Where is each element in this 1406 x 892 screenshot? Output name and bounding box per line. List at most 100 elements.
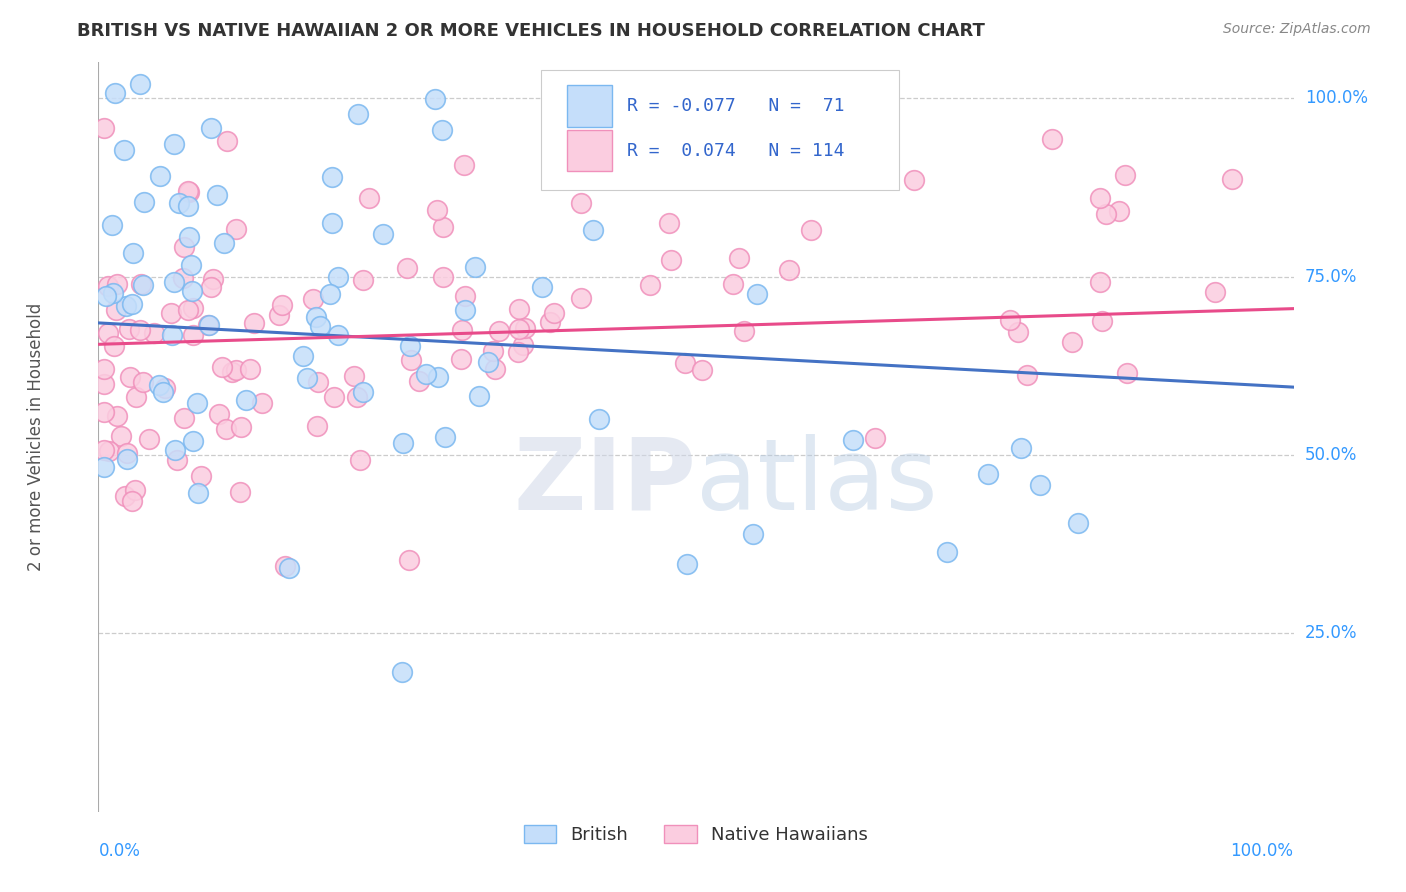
Point <box>115 452 138 467</box>
Point <box>454 303 477 318</box>
Point <box>432 269 454 284</box>
Point <box>423 92 446 106</box>
Text: 75.0%: 75.0% <box>1305 268 1357 285</box>
Point <box>305 419 328 434</box>
Point <box>733 324 755 338</box>
Point <box>163 442 186 457</box>
Point <box>97 279 120 293</box>
Point <box>101 285 124 300</box>
Point <box>101 218 124 232</box>
Point <box>467 389 489 403</box>
Point <box>131 277 153 291</box>
Point <box>1029 477 1052 491</box>
Point <box>747 286 769 301</box>
Text: 2 or more Vehicles in Household: 2 or more Vehicles in Household <box>27 303 45 571</box>
Point <box>270 297 292 311</box>
Point <box>454 289 477 303</box>
Point <box>93 443 115 458</box>
Point <box>482 343 505 358</box>
Point <box>215 421 238 435</box>
Point <box>277 561 299 575</box>
Point <box>538 315 561 329</box>
Point <box>430 123 453 137</box>
Point <box>208 407 231 421</box>
Point <box>221 365 243 379</box>
Point <box>800 223 823 237</box>
Point <box>250 396 273 410</box>
Point <box>778 263 800 277</box>
Point <box>484 361 506 376</box>
Point <box>181 301 204 315</box>
Point <box>427 370 450 384</box>
Point <box>172 271 194 285</box>
Point <box>1108 203 1130 218</box>
Point <box>513 321 536 335</box>
Point <box>508 345 530 359</box>
Text: 100.0%: 100.0% <box>1305 89 1368 107</box>
Point <box>319 286 342 301</box>
Point <box>659 253 682 268</box>
Point <box>207 188 229 202</box>
Point <box>200 280 222 294</box>
Point <box>1094 207 1116 221</box>
Point <box>104 303 127 318</box>
Point <box>115 446 138 460</box>
Text: BRITISH VS NATIVE HAWAIIAN 2 OR MORE VEHICLES IN HOUSEHOLD CORRELATION CHART: BRITISH VS NATIVE HAWAIIAN 2 OR MORE VEH… <box>77 22 986 40</box>
Point <box>426 203 449 218</box>
Point <box>142 326 165 340</box>
Point <box>163 137 186 152</box>
Point <box>122 246 145 260</box>
Point <box>169 196 191 211</box>
Point <box>353 273 375 287</box>
Point <box>181 284 204 298</box>
Point <box>346 390 368 404</box>
Point <box>569 292 592 306</box>
Point <box>451 323 474 337</box>
Point <box>582 223 605 237</box>
Point <box>326 270 349 285</box>
FancyBboxPatch shape <box>567 86 613 127</box>
Text: 50.0%: 50.0% <box>1305 446 1357 464</box>
Point <box>935 545 957 559</box>
Point <box>305 310 328 324</box>
Point <box>215 134 238 148</box>
Point <box>118 322 141 336</box>
Point <box>93 405 115 419</box>
Point <box>186 395 208 409</box>
Point <box>391 665 413 680</box>
Point <box>343 369 366 384</box>
Point <box>274 559 297 574</box>
Point <box>690 363 713 377</box>
Text: R =  0.074   N = 114: R = 0.074 N = 114 <box>627 142 844 160</box>
Point <box>163 275 186 289</box>
Point <box>488 324 510 338</box>
Point <box>508 322 530 336</box>
Point <box>176 303 198 318</box>
Point <box>125 390 148 404</box>
Point <box>153 381 176 395</box>
Point <box>177 184 200 198</box>
Point <box>190 468 212 483</box>
Point <box>569 196 592 211</box>
Point <box>121 493 143 508</box>
Point <box>530 280 553 294</box>
Point <box>797 112 820 127</box>
Point <box>103 339 125 353</box>
Point <box>112 144 135 158</box>
Point <box>346 107 368 121</box>
Point <box>863 431 886 445</box>
Point <box>450 351 472 366</box>
FancyBboxPatch shape <box>541 70 900 190</box>
Point <box>352 385 374 400</box>
Legend: British, Native Hawaiians: British, Native Hawaiians <box>516 818 876 851</box>
Point <box>128 323 150 337</box>
Point <box>180 258 202 272</box>
Point <box>371 227 394 241</box>
Point <box>121 297 143 311</box>
Point <box>401 352 423 367</box>
Point <box>177 229 200 244</box>
Point <box>225 363 247 377</box>
Point <box>349 452 371 467</box>
Point <box>132 195 155 210</box>
Point <box>292 350 315 364</box>
